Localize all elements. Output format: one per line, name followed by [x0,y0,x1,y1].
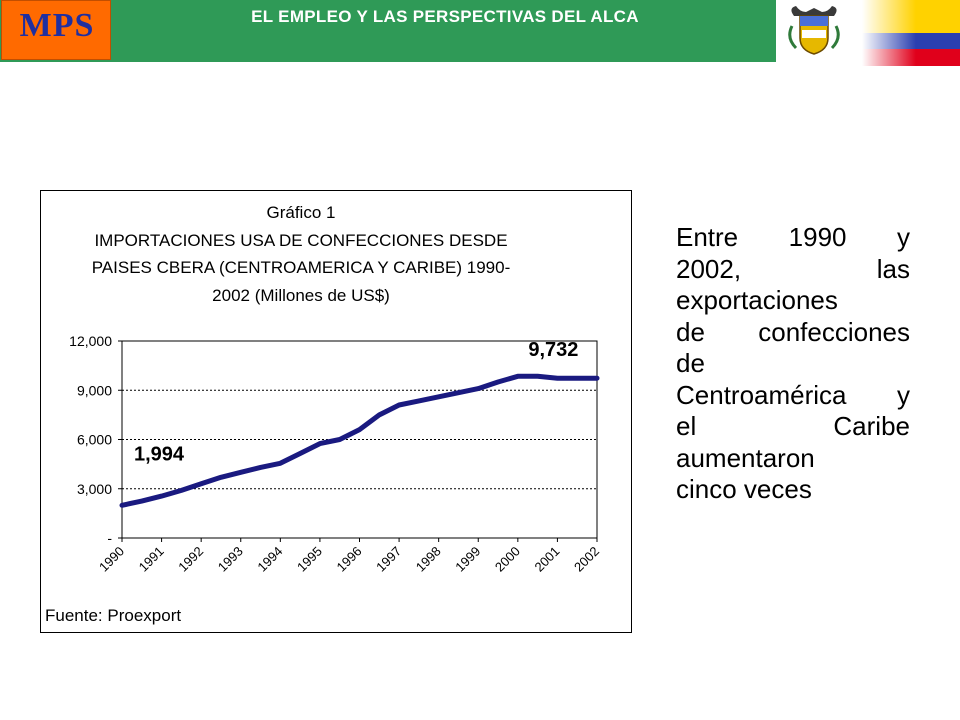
y-tick-label: 12,000 [69,333,112,349]
x-tick-label: 1995 [294,544,325,575]
chart-title-line: PAISES CBERA (CENTROAMERICA Y CARIBE) 19… [92,258,511,277]
data-point [377,413,381,417]
data-label: 9,732 [528,339,578,361]
side-text-line: exportaciones [676,285,838,315]
data-point [140,499,144,503]
chart-title-line: IMPORTACIONES USA DE CONFECCIONES DESDE [94,231,507,250]
data-point [318,442,322,446]
x-tick-label: 2000 [492,544,523,575]
y-tick-label: 3,000 [77,481,112,497]
data-point [239,470,243,474]
side-text-line: 2002, las [676,253,910,284]
side-text-line: aumentaron [676,442,815,473]
x-tick-label: 1994 [254,544,285,575]
data-point [120,503,124,507]
series-line [119,373,600,508]
x-tick-label: 1992 [175,544,206,575]
y-tick-label: 6,000 [77,432,112,448]
line-chart: Gráfico 1 IMPORTACIONES USA DE CONFECCION… [45,203,602,625]
data-point [219,475,223,479]
data-point [259,465,263,469]
data-point [437,395,441,399]
data-point [516,374,520,378]
side-text-line: el Caribe [676,411,910,441]
data-label: 1,994 [134,443,185,465]
chart-frame: Gráfico 1 IMPORTACIONES USA DE CONFECCION… [40,190,632,633]
x-tick-label: 1993 [215,544,246,575]
chart-title-line: 2002 (Millones de US$) [212,286,390,305]
data-point [456,391,460,395]
data-point [536,374,540,378]
x-tick-label: 2001 [531,544,562,575]
x-tick-label: 2002 [571,544,602,575]
chart-source: Fuente: Proexport [45,606,181,625]
side-text-line: Centroamérica y [676,379,910,410]
data-point [358,428,361,432]
x-tick-label: 1991 [136,544,167,575]
data-point [476,387,480,391]
side-text-line: cinco veces [676,474,812,504]
chart-title-line: Gráfico 1 [267,203,336,222]
side-text-line: de confecciones [676,316,910,347]
data-point [338,438,342,441]
side-text: Entre 1990 y 2002, las exportaciones de con… [676,222,910,506]
side-text-line: Entre 1990 y [676,222,910,252]
data-point [298,451,302,455]
page-title: EL EMPLEO Y LAS PERSPECTIVAS DEL ALCA [251,7,639,26]
data-point [555,376,559,380]
data-point [496,380,500,384]
mps-logo: MPS [1,0,111,60]
y-tick-label: 9,000 [77,382,112,398]
colombia-flag-icon [862,0,960,66]
data-point [397,403,401,407]
data-point [575,376,579,380]
data-point [160,494,164,498]
x-tick-label: 1998 [413,544,444,575]
side-text-line: de [676,348,705,378]
colombia-coat-of-arms-icon [788,6,840,55]
y-tick-label: - [107,530,112,546]
data-point [199,482,203,486]
x-tick-label: 1999 [452,544,483,575]
data-point [595,376,599,380]
data-point [417,399,421,403]
data-point [278,461,282,465]
x-tick-label: 1996 [334,544,365,575]
data-point [179,488,183,492]
mps-logo-text: MPS [19,7,95,44]
x-tick-label: 1990 [96,544,127,575]
header-bar [0,0,776,62]
x-tick-label: 1997 [373,544,404,575]
